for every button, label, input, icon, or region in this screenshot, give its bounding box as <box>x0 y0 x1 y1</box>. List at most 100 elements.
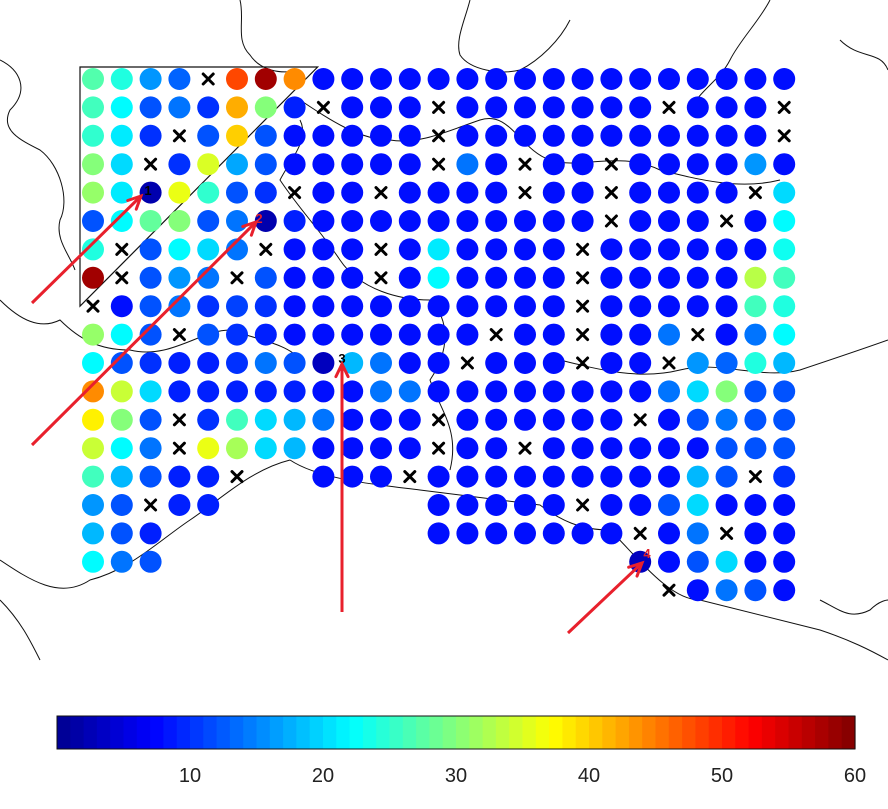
site-marker-label: 2 <box>255 211 262 226</box>
data-point <box>744 494 767 516</box>
missing-point <box>374 186 388 200</box>
data-point <box>456 96 479 119</box>
site-markers: 1 2 3 4 <box>144 183 651 561</box>
arrow-shaft <box>30 220 258 447</box>
data-point <box>514 68 536 90</box>
missing-point-cross <box>432 413 446 427</box>
colorbar-swatch <box>150 716 164 749</box>
data-point <box>370 380 392 403</box>
data-point <box>139 124 162 147</box>
data-point <box>398 352 421 374</box>
data-point <box>456 124 479 147</box>
data-point <box>542 522 565 545</box>
data-point <box>370 124 392 147</box>
data-point <box>658 124 680 147</box>
missing-point-cross <box>374 271 388 285</box>
colorbar-swatch <box>775 716 790 749</box>
data-point <box>715 124 738 147</box>
data-point <box>283 408 306 431</box>
missing-point <box>576 242 590 256</box>
missing-point <box>604 214 618 228</box>
missing-point-cross <box>576 299 590 313</box>
data-point <box>110 96 133 119</box>
colorbar-tick-label: 30 <box>445 765 467 787</box>
colorbar-swatch <box>735 716 750 749</box>
data-point <box>82 68 104 90</box>
data-point <box>226 323 248 346</box>
border-line <box>429 299 454 471</box>
data-point <box>485 210 508 232</box>
data-point <box>629 96 652 119</box>
missing-point <box>172 129 186 143</box>
colorbar-swatch <box>349 716 364 749</box>
site-marker-label: 3 <box>338 351 345 366</box>
missing-point <box>518 157 532 171</box>
data-point <box>168 465 191 488</box>
data-point <box>773 210 796 232</box>
colorbar-swatch <box>522 716 537 749</box>
missing-point <box>259 242 273 256</box>
data-point <box>312 465 335 488</box>
data-point <box>715 579 738 602</box>
data-point <box>600 124 623 147</box>
data-point <box>542 124 565 147</box>
data-point <box>312 437 335 460</box>
missing-point-cross <box>748 186 762 200</box>
colorbar-swatch <box>362 716 377 749</box>
data-point <box>370 68 392 90</box>
data-point <box>197 181 220 204</box>
data-point <box>341 238 364 261</box>
data-point <box>341 323 364 346</box>
data-point <box>485 408 508 431</box>
colorbar-swatch <box>229 716 244 749</box>
data-point <box>715 550 738 573</box>
colorbar-frame <box>56 715 856 750</box>
data-point <box>456 323 479 346</box>
missing-point <box>86 299 100 313</box>
border-line <box>0 299 301 361</box>
data-point <box>658 238 680 261</box>
data-point <box>773 266 796 289</box>
arrow-head <box>627 560 645 578</box>
data-point <box>197 494 220 516</box>
data-point <box>197 153 220 176</box>
data-point <box>283 323 306 346</box>
missing-point-cross <box>691 328 705 342</box>
missing-point-cross <box>720 526 734 540</box>
data-point <box>139 295 162 318</box>
data-point <box>82 181 104 204</box>
missing-point <box>576 498 590 512</box>
data-point <box>197 124 220 147</box>
missing-point <box>777 129 791 143</box>
missing-point-cross <box>432 129 446 143</box>
missing-point <box>604 157 618 171</box>
data-point <box>773 352 796 374</box>
data-point <box>542 295 565 318</box>
data-point <box>485 238 508 261</box>
data-point <box>110 295 133 318</box>
data-point <box>398 68 421 90</box>
data-point <box>600 295 623 318</box>
data-point <box>341 181 364 204</box>
colorbar-tick-label: 60 <box>844 765 866 787</box>
data-point <box>139 522 162 545</box>
data-point <box>715 323 738 346</box>
data-point <box>514 380 536 403</box>
border-line <box>239 0 301 73</box>
missing-point-cross <box>576 356 590 370</box>
data-point <box>82 96 104 119</box>
data-point <box>715 181 738 204</box>
data-point <box>226 408 248 431</box>
data-point <box>456 181 479 204</box>
data-point <box>226 295 248 318</box>
data-point <box>571 210 594 232</box>
missing-point <box>230 271 244 285</box>
data-point <box>427 266 450 289</box>
data-point <box>341 437 364 460</box>
colorbar-swatch <box>110 716 125 749</box>
colorbar-swatch <box>136 716 151 749</box>
colorbar-swatch <box>841 716 856 749</box>
data-point <box>197 295 220 318</box>
data-point <box>744 579 767 602</box>
